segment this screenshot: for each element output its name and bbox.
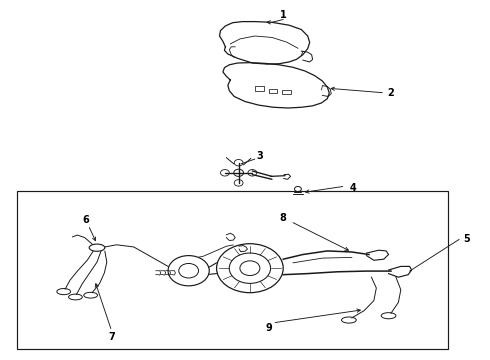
Bar <box>17 191 448 349</box>
Text: 9: 9 <box>265 323 272 333</box>
Text: 4: 4 <box>349 183 356 193</box>
Text: 5: 5 <box>463 234 470 244</box>
Text: 1: 1 <box>280 10 287 20</box>
Text: 7: 7 <box>108 332 115 342</box>
Text: 6: 6 <box>82 215 89 225</box>
Text: 2: 2 <box>388 88 394 98</box>
Text: 8: 8 <box>280 213 287 223</box>
Text: 3: 3 <box>256 150 263 161</box>
